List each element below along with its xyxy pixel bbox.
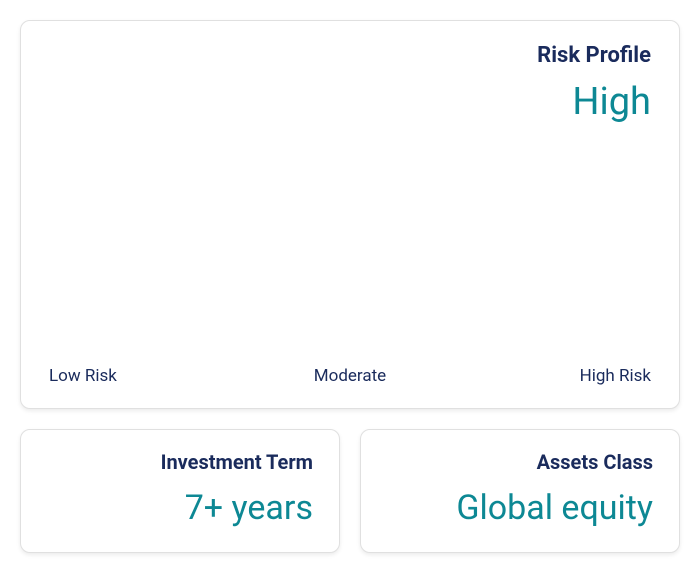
risk-chart-bars	[49, 130, 651, 356]
risk-axis-spacer	[173, 366, 281, 386]
risk-axis-label-low: Low Risk	[49, 366, 157, 386]
risk-profile-card: Risk Profile High Low Risk Moderate High…	[20, 20, 680, 409]
assets-class-title: Assets Class	[387, 450, 653, 474]
risk-chart: Low Risk Moderate High Risk	[49, 130, 651, 386]
risk-axis-spacer	[420, 366, 528, 386]
risk-chart-labels: Low Risk Moderate High Risk	[49, 366, 651, 386]
assets-class-value: Global equity	[387, 488, 653, 528]
risk-profile-title: Risk Profile	[49, 43, 651, 68]
risk-axis-label-high: High Risk	[543, 366, 651, 386]
investment-term-card: Investment Term 7+ years	[20, 429, 340, 553]
info-cards-row: Investment Term 7+ years Assets Class Gl…	[20, 429, 680, 553]
risk-profile-selected-value: High	[49, 80, 651, 124]
investment-term-title: Investment Term	[47, 450, 313, 474]
dashboard-container: Risk Profile High Low Risk Moderate High…	[20, 20, 680, 553]
investment-term-value: 7+ years	[47, 488, 313, 528]
risk-axis-label-moderate: Moderate	[296, 366, 404, 386]
assets-class-card: Assets Class Global equity	[360, 429, 680, 553]
